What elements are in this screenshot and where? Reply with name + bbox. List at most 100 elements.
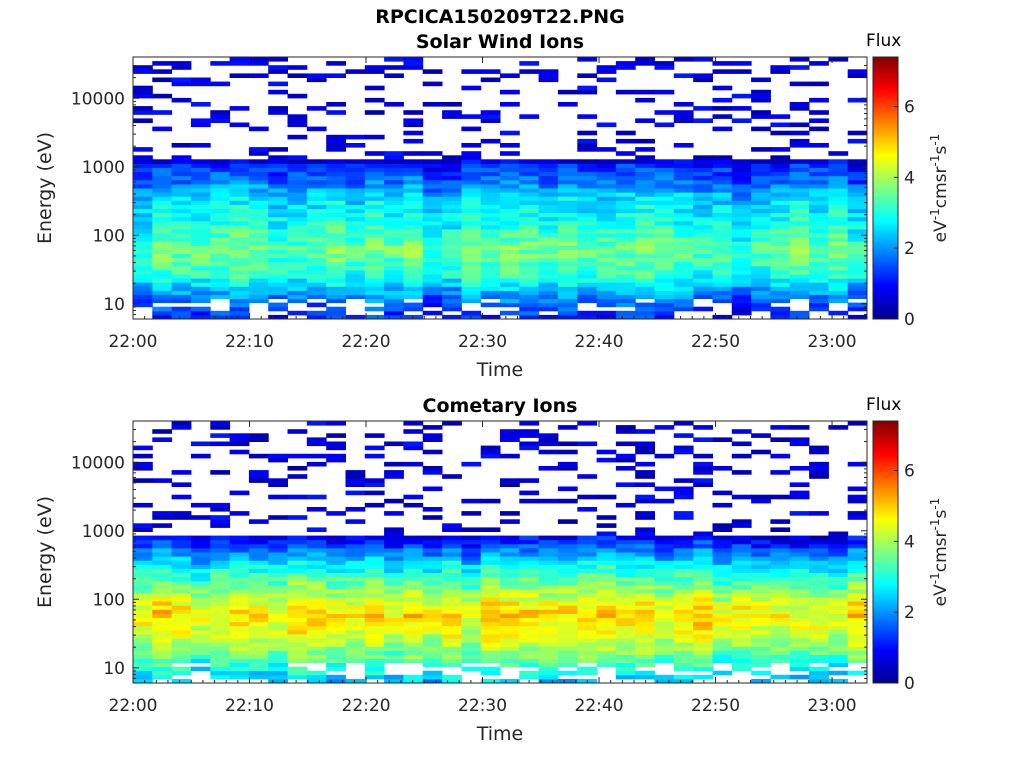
heatmap-cell (326, 73, 346, 78)
heatmap-cell (596, 233, 617, 238)
heatmap-cell (596, 241, 617, 246)
heatmap-cell (615, 265, 636, 271)
heatmap-cell (210, 61, 231, 66)
heatmap-cell (384, 531, 404, 537)
heatmap-cell (500, 253, 520, 259)
heatmap-cell (596, 650, 617, 655)
heatmap-cell (268, 253, 288, 259)
heatmap-cell (557, 560, 578, 565)
heatmap-cell (210, 294, 231, 299)
heatmap-cell (442, 294, 462, 299)
heatmap-cell (557, 670, 578, 676)
heatmap-cell (847, 253, 868, 259)
heatmap-cell (442, 552, 462, 557)
heatmap-cell (133, 93, 153, 99)
heatmap-cell (828, 552, 849, 557)
heatmap-cell (789, 556, 810, 561)
heatmap-cell (828, 646, 849, 651)
heatmap-cell (287, 298, 308, 304)
heatmap-cell (693, 461, 713, 467)
heatmap-cell (326, 584, 346, 590)
heatmap-cell (190, 576, 211, 582)
heatmap-cell (171, 470, 192, 475)
heatmap-cell (326, 433, 346, 438)
heatmap-cell (770, 274, 791, 279)
heatmap-cell (422, 188, 443, 193)
heatmap-cell (229, 572, 250, 578)
heatmap-cell (248, 658, 269, 663)
heatmap-cell (268, 597, 288, 602)
heatmap-cell (268, 192, 288, 197)
heatmap-cell (596, 515, 617, 520)
heatmap-cell (422, 646, 443, 651)
heatmap-cell (557, 237, 578, 242)
heatmap-cell (538, 249, 559, 254)
heatmap-cell (519, 171, 540, 177)
heatmap-cell (596, 613, 617, 618)
heatmap-cell (847, 212, 868, 218)
heatmap-cell (500, 130, 520, 136)
heatmap-cell (171, 253, 192, 259)
heatmap-cell (673, 654, 694, 659)
heatmap-cell (422, 576, 443, 582)
heatmap-cell (364, 445, 385, 451)
heatmap-cell (268, 605, 288, 610)
heatmap-cell (268, 576, 288, 582)
heatmap-cell (693, 552, 713, 557)
heatmap-cell (326, 134, 346, 140)
heatmap-cell (693, 642, 713, 647)
heatmap-cell (326, 580, 346, 586)
heatmap-cell (190, 658, 211, 663)
heatmap-cell (751, 572, 771, 578)
colorbar-label: eV-1cmsr-1s-1 (928, 498, 951, 607)
heatmap-cell (461, 666, 482, 672)
heatmap-cell (673, 183, 694, 189)
heatmap-cell (364, 556, 385, 561)
heatmap-cell (422, 470, 443, 475)
heatmap-cell (210, 314, 231, 320)
heatmap-cell (422, 81, 443, 87)
heatmap-cell (770, 543, 791, 549)
heatmap-cell (635, 261, 655, 267)
heatmap-cell (693, 106, 713, 111)
heatmap-cell (133, 183, 153, 189)
heatmap-cell (712, 629, 733, 635)
heatmap-cell (635, 245, 655, 250)
heatmap-cell (326, 220, 346, 226)
heatmap-cell (190, 588, 211, 594)
heatmap-cell (442, 261, 462, 267)
heatmap-cell (248, 151, 269, 156)
heatmap-cell (133, 543, 153, 549)
heatmap-cell (306, 597, 327, 602)
heatmap-cell (828, 220, 849, 226)
x-tick-label: 22:40 (575, 696, 624, 716)
heatmap-cell (152, 306, 173, 312)
heatmap-cell (789, 241, 810, 246)
heatmap-cell (133, 253, 153, 259)
heatmap-cell (268, 237, 288, 242)
heatmap-cell (673, 449, 694, 455)
heatmap-cell (538, 666, 559, 672)
heatmap-cell (152, 69, 173, 74)
heatmap-cell (287, 167, 308, 173)
heatmap-cell (500, 609, 520, 614)
heatmap-cell (731, 192, 752, 197)
heatmap-cell (731, 605, 752, 610)
heatmap-cell (770, 564, 791, 569)
heatmap-cell (461, 633, 482, 639)
heatmap-cell (615, 175, 636, 181)
heatmap-cell (519, 539, 540, 545)
heatmap-cell (731, 204, 752, 209)
heatmap-cell (190, 666, 211, 672)
heatmap-cell (210, 547, 231, 553)
heatmap-cell (693, 629, 713, 635)
heatmap-cell (557, 163, 578, 168)
heatmap-cell (345, 470, 366, 475)
heatmap-cell (809, 163, 829, 168)
heatmap-cell (557, 196, 578, 201)
heatmap-cell (442, 290, 462, 295)
heatmap-cell (210, 200, 231, 205)
heatmap-cell (480, 568, 501, 573)
heatmap-cell (557, 466, 578, 471)
